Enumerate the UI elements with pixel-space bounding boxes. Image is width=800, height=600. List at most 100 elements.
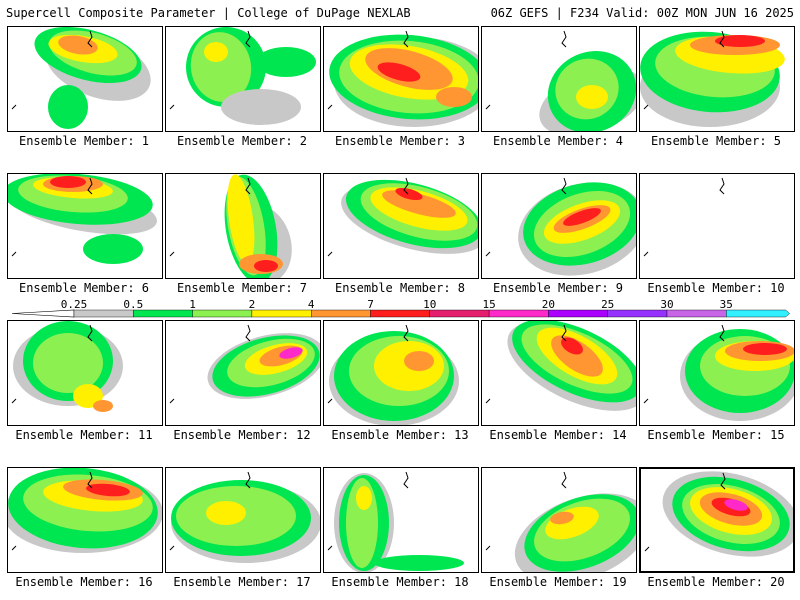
member-caption: Ensemble Member: 13 — [331, 428, 469, 442]
scp-contour-Y — [206, 501, 246, 525]
scp-contour-R — [743, 343, 787, 355]
member-caption: Ensemble Member: 4 — [492, 134, 624, 148]
boundary-line — [11, 398, 17, 404]
boundary-line — [169, 251, 175, 257]
legend-tick-label: 1 — [189, 298, 196, 311]
scp-contour-G — [48, 85, 88, 129]
scp-contour-Y — [73, 384, 103, 408]
scp-contour-O — [436, 87, 472, 107]
legend-low-arrow — [11, 309, 75, 318]
coastline-line — [87, 30, 93, 48]
coastline-line — [561, 30, 567, 48]
scp-field-map — [644, 471, 793, 557]
model-run-valid-time: 06Z GEFS | F234 Valid: 00Z MON JUN 16 20… — [490, 6, 794, 20]
member-caption: Ensemble Member: 2 — [176, 134, 308, 148]
scp-field-map — [327, 30, 478, 127]
scp-contour-Y — [356, 486, 372, 510]
ensemble-map-panel-13 — [323, 320, 479, 426]
member-caption: Ensemble Member: 20 — [647, 575, 785, 589]
legend-color-box — [726, 309, 790, 318]
scp-field-map — [8, 468, 162, 553]
member-caption: Ensemble Member: 10 — [647, 281, 785, 295]
scp-field-map — [485, 30, 636, 131]
boundary-line — [643, 398, 649, 404]
member-caption: Ensemble Member: 14 — [489, 428, 627, 442]
coastline-line — [403, 324, 409, 342]
member-caption: Ensemble Member: 19 — [489, 575, 627, 589]
coastline-line — [719, 30, 725, 48]
member-caption: Ensemble Member: 11 — [15, 428, 153, 442]
scp-contour-L — [33, 333, 103, 393]
legend-color-box — [251, 309, 312, 318]
boundary-line — [11, 545, 17, 551]
coastline-line — [245, 324, 251, 342]
legend-tick-label: 15 — [482, 298, 496, 311]
scp-contour-M — [279, 347, 303, 359]
scp-field-map — [643, 177, 725, 257]
scp-contour-O — [550, 511, 574, 525]
boundary-line — [485, 104, 491, 110]
scp-contour-R — [377, 62, 421, 82]
scp-contour-g — [221, 89, 301, 125]
legend-tick-label: 4 — [307, 298, 315, 311]
scp-field-map — [485, 177, 636, 276]
scp-field-map — [11, 27, 151, 129]
boundary-line — [11, 251, 17, 257]
legend-color-box — [370, 309, 430, 318]
ensemble-map-panel-12 — [165, 320, 321, 426]
scp-contour-O — [382, 190, 456, 218]
ensemble-map-panel-11 — [7, 320, 163, 426]
legend-color-box — [311, 309, 371, 318]
legend-color-box — [73, 309, 134, 318]
coastline-line — [87, 324, 93, 342]
coastline-line — [403, 30, 409, 48]
scp-contour-O — [58, 35, 98, 55]
ensemble-map-panel-20 — [639, 467, 795, 573]
scp-contour-M — [724, 499, 748, 511]
boundary-line — [643, 251, 649, 257]
ensemble-map-panel-3 — [323, 26, 479, 132]
member-caption: Ensemble Member: 5 — [650, 134, 782, 148]
ensemble-map-panel-7 — [165, 173, 321, 279]
legend-color-box — [133, 309, 193, 318]
ensemble-map-panel-18 — [323, 467, 479, 573]
scp-field-map — [8, 174, 157, 264]
scp-contour-G — [83, 234, 143, 264]
member-caption: Ensemble Member: 12 — [173, 428, 311, 442]
scp-field-map — [11, 321, 123, 412]
boundary-line — [169, 545, 175, 551]
coastline-line — [561, 324, 567, 342]
scp-contour-O — [93, 400, 113, 412]
ensemble-map-panel-17 — [165, 467, 321, 573]
legend-color-box — [607, 309, 668, 318]
scp-contour-R — [395, 187, 423, 201]
ensemble-map-panel-6 — [7, 173, 163, 279]
member-caption: Ensemble Member: 3 — [334, 134, 466, 148]
coastline-line — [87, 471, 93, 489]
coastline-line — [719, 324, 725, 342]
legend-tick-label: 7 — [367, 298, 374, 311]
legend-color-box — [192, 309, 253, 318]
boundary-line — [169, 104, 175, 110]
coastline-line — [719, 177, 725, 195]
coastline-line — [720, 472, 726, 490]
coastline-line — [403, 177, 409, 195]
boundary-line — [11, 104, 17, 110]
scp-field-map — [327, 324, 459, 425]
scp-field-map — [640, 30, 785, 127]
coastline-line — [403, 471, 409, 489]
boundary-line — [169, 398, 175, 404]
scp-field-map — [169, 27, 316, 125]
scp-field-map — [169, 324, 320, 404]
legend-tick-label: 2 — [248, 298, 256, 311]
boundary-line — [485, 251, 491, 257]
legend-tick-label: 0.25 — [60, 298, 88, 311]
boundary-line — [327, 398, 333, 404]
member-caption: Ensemble Member: 17 — [173, 575, 311, 589]
ensemble-map-panel-8 — [323, 173, 479, 279]
member-caption: Ensemble Member: 18 — [331, 575, 469, 589]
map-title: Supercell Composite Parameter | College … — [6, 6, 411, 20]
member-caption: Ensemble Member: 7 — [176, 281, 308, 295]
ensemble-map-panel-2 — [165, 26, 321, 132]
coastline-line — [245, 471, 251, 489]
